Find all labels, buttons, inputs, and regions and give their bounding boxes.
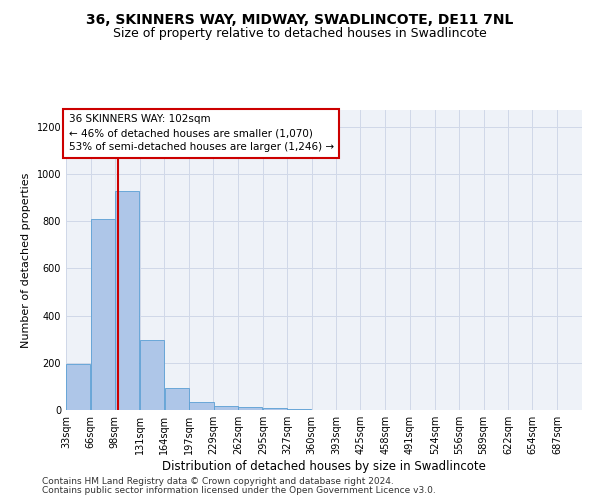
- X-axis label: Distribution of detached houses by size in Swadlincote: Distribution of detached houses by size …: [162, 460, 486, 473]
- Text: 36, SKINNERS WAY, MIDWAY, SWADLINCOTE, DE11 7NL: 36, SKINNERS WAY, MIDWAY, SWADLINCOTE, D…: [86, 12, 514, 26]
- Bar: [263, 408, 287, 410]
- Bar: [91, 218, 115, 410]
- Bar: [238, 407, 262, 410]
- Bar: [140, 340, 164, 410]
- Bar: [214, 406, 238, 410]
- Text: 36 SKINNERS WAY: 102sqm
← 46% of detached houses are smaller (1,070)
53% of semi: 36 SKINNERS WAY: 102sqm ← 46% of detache…: [68, 114, 334, 152]
- Text: Contains HM Land Registry data © Crown copyright and database right 2024.: Contains HM Land Registry data © Crown c…: [42, 477, 394, 486]
- Bar: [164, 388, 189, 410]
- Text: Contains public sector information licensed under the Open Government Licence v3: Contains public sector information licen…: [42, 486, 436, 495]
- Y-axis label: Number of detached properties: Number of detached properties: [21, 172, 31, 348]
- Bar: [287, 409, 311, 410]
- Text: Size of property relative to detached houses in Swadlincote: Size of property relative to detached ho…: [113, 28, 487, 40]
- Bar: [115, 192, 139, 410]
- Bar: [67, 364, 91, 410]
- Bar: [190, 402, 214, 410]
